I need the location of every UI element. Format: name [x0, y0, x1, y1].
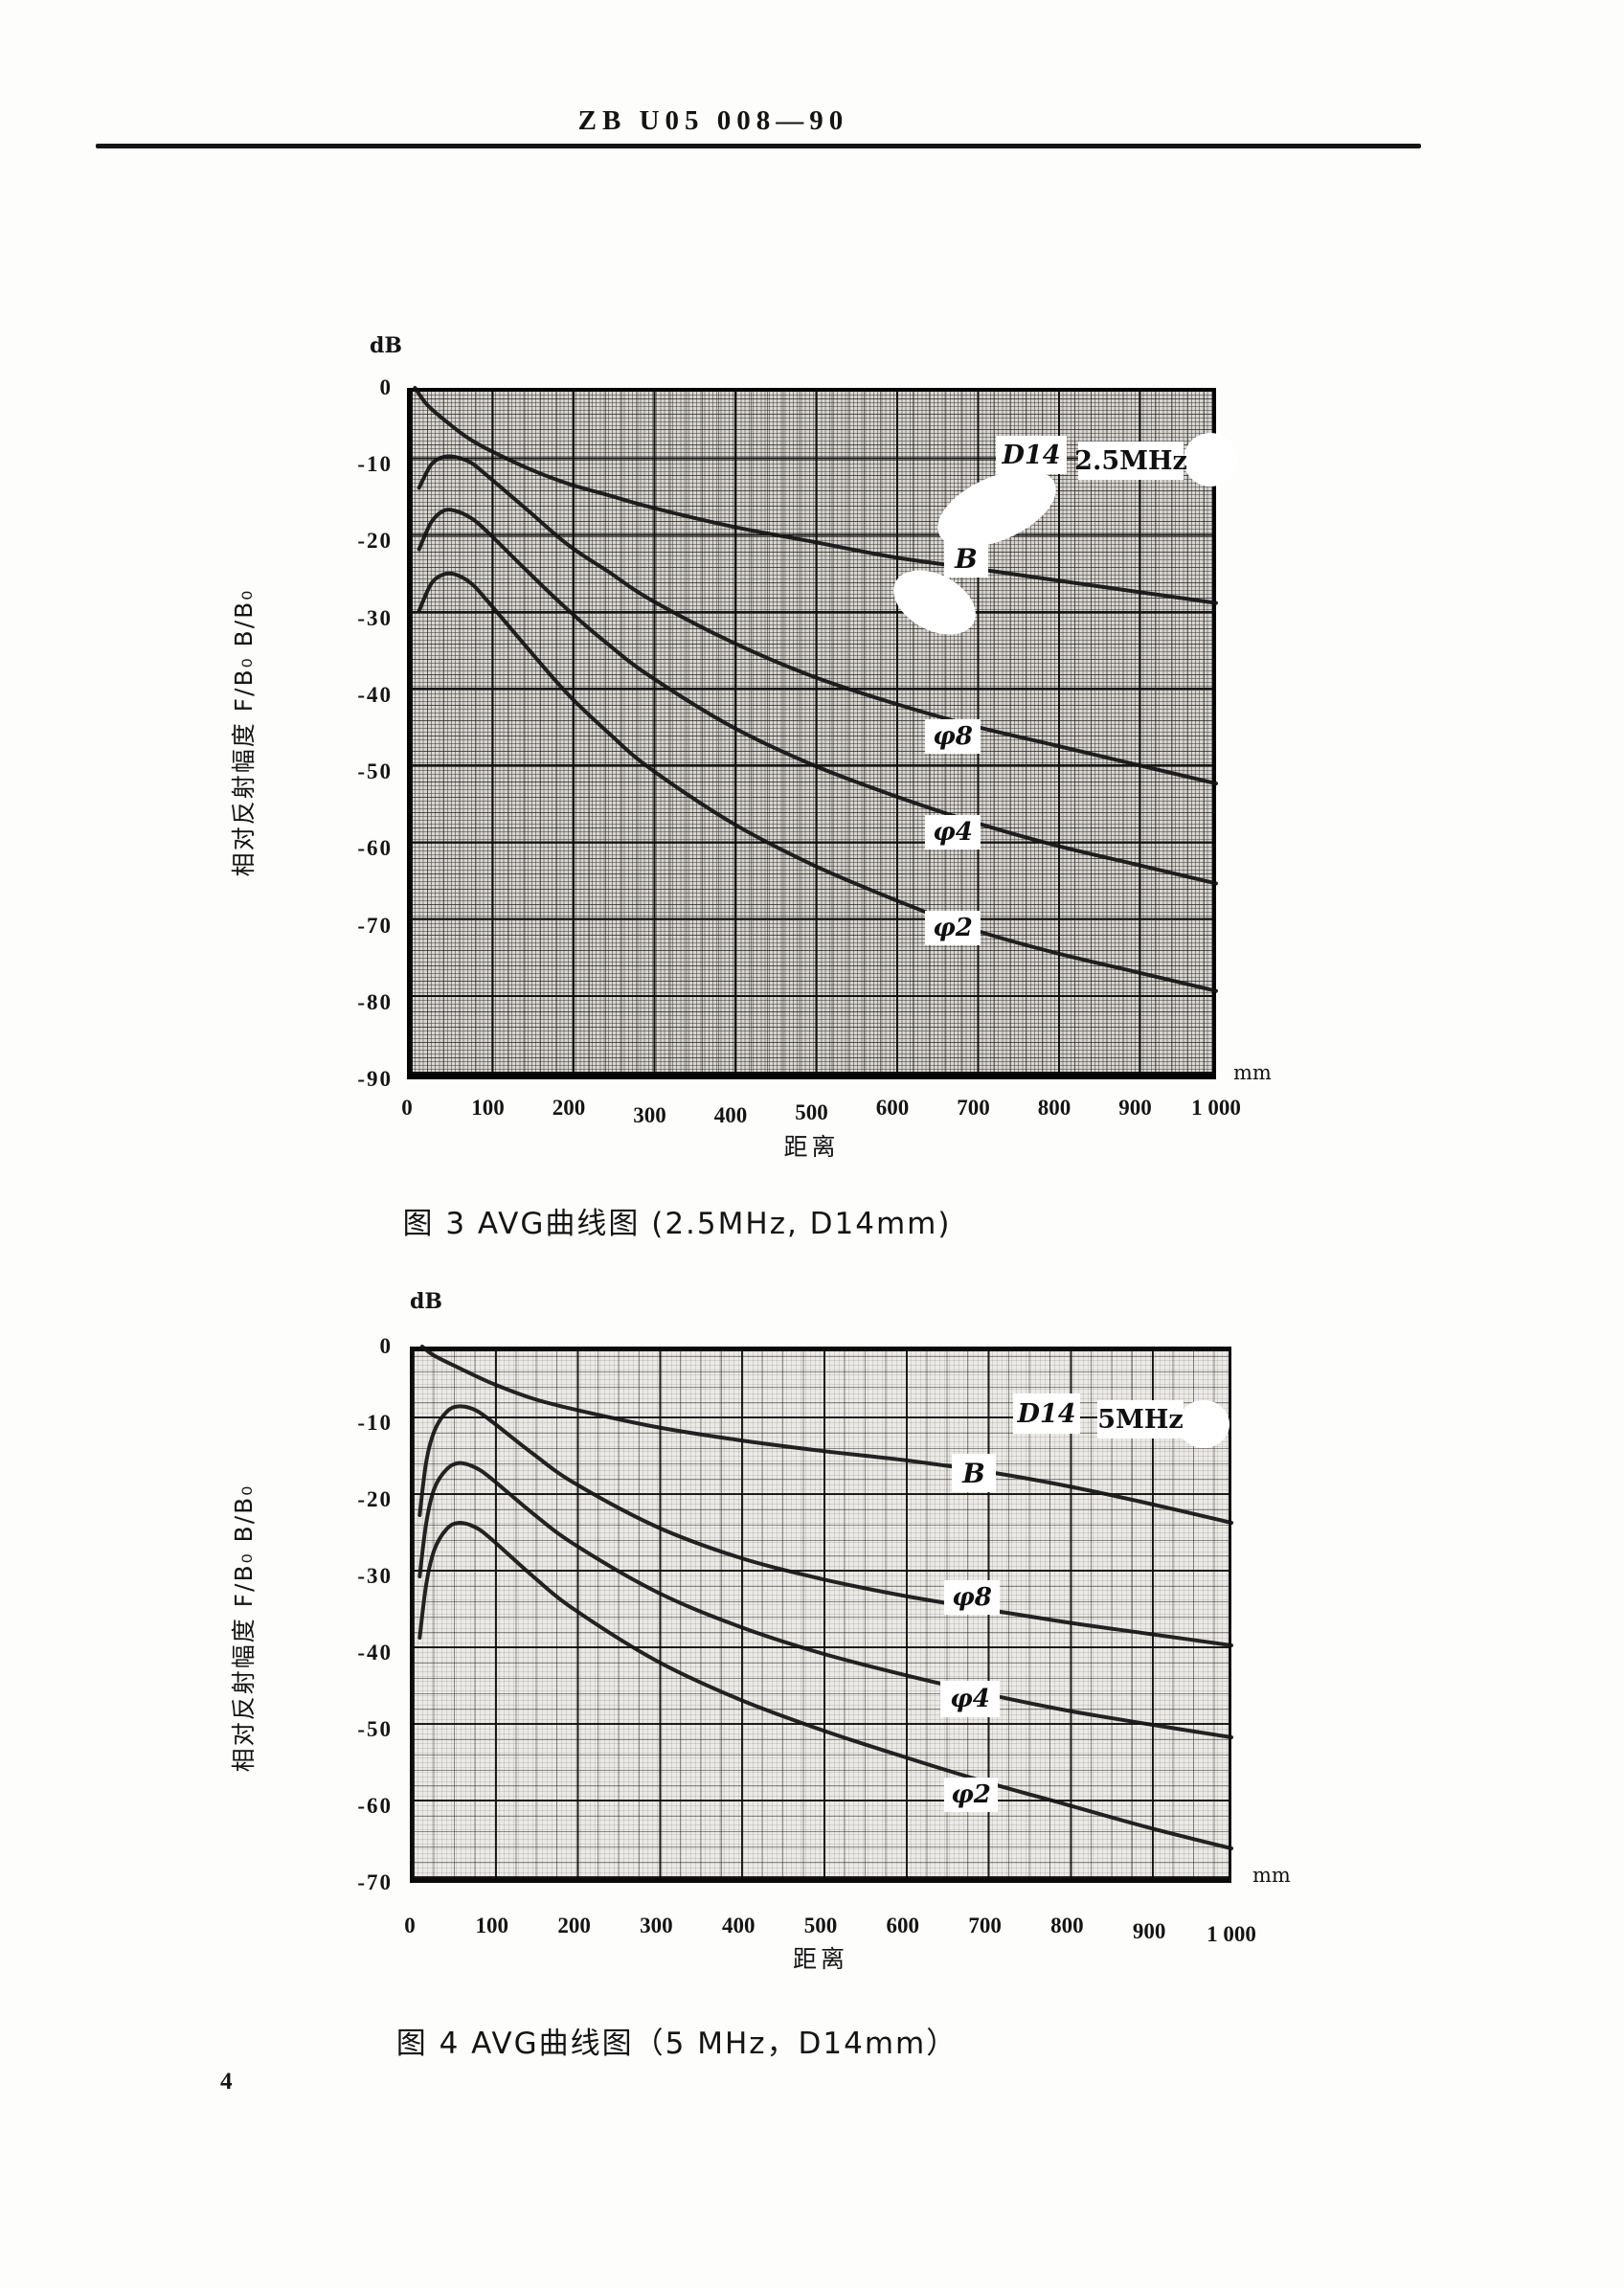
fig3-plot-area [407, 388, 1216, 1079]
fig3-x-axis-title: 距离 [783, 1133, 840, 1161]
tick-label: 800 [1050, 1914, 1084, 1937]
fig3-probe-diameter-label: D14 [996, 436, 1067, 474]
tick-label: 200 [552, 1096, 586, 1120]
tick-label: -10 [357, 1411, 393, 1435]
tick-label: -70 [357, 913, 393, 938]
tick-label: 900 [1118, 1096, 1152, 1120]
fig3-y-axis-title: 相对反射幅度 F/B₀ B/B₀ [230, 588, 258, 877]
curve-φ2 [417, 1520, 1233, 1850]
tick-label: 600 [886, 1914, 920, 1937]
tick-label: -50 [357, 759, 393, 784]
standard-number: ZB U05 008—90 [577, 105, 849, 136]
fig4-x-tick-labels: 0 100 200 300 400 500 600 700 800 900 1 000 [372, 1912, 1270, 1946]
fig4-curve-label-phi4: φ4 [940, 1681, 1000, 1717]
curve-B [419, 1345, 1233, 1525]
fig4-x-axis-title: 距离 [792, 1945, 848, 1973]
fig4-curve-label-phi2: φ2 [944, 1778, 998, 1812]
curve-φ8 [417, 1404, 1233, 1647]
fig3-y-unit-label: dB [370, 333, 402, 358]
fig4-x-unit-label: mm [1252, 1864, 1291, 1887]
tick-label: 900 [1132, 1919, 1166, 1943]
fig4-y-tick-labels: 0 -10 -20 -30 -40 -50 -60 -70 [287, 1331, 393, 1898]
tick-label: -20 [357, 529, 393, 554]
tick-label: 200 [557, 1914, 591, 1937]
fig3-x-tick-labels: 0 100 200 300 400 500 600 700 800 900 1 000 [369, 1094, 1254, 1127]
tick-label: 400 [721, 1914, 756, 1937]
tick-label: 700 [957, 1096, 990, 1120]
fig4-y-unit-label: dB [410, 1289, 442, 1314]
tick-label: -60 [357, 1794, 393, 1818]
tick-label: -70 [357, 1870, 393, 1894]
tick-label: 0 [404, 1914, 416, 1937]
tick-label: 800 [1037, 1096, 1071, 1120]
tick-label: -30 [357, 1564, 393, 1588]
tick-label: 100 [471, 1096, 505, 1120]
tick-label: 600 [875, 1096, 910, 1120]
fig4-y-axis-title: 相对反射幅度 F/B₀ B/B₀ [230, 1484, 258, 1773]
fig3-y-tick-labels: 0 -10 -20 -30 -40 -50 -60 -70 -80 -90 [287, 373, 393, 1095]
tick-label: -10 [357, 452, 393, 477]
tick-label: -50 [357, 1717, 393, 1741]
fig3-x-unit-label: mm [1233, 1061, 1272, 1084]
fig4-curve-label-phi8: φ8 [944, 1580, 1000, 1615]
curve-φ4 [417, 508, 1218, 886]
header-rule [96, 144, 1421, 148]
tick-label: 300 [640, 1914, 673, 1937]
fig4-probe-diameter-label: D14 [1013, 1393, 1080, 1434]
curve-φ2 [417, 571, 1218, 993]
tick-label: -40 [357, 1641, 393, 1665]
tick-label: 700 [968, 1914, 1002, 1937]
fig3-caption: 图 3 AVG曲线图 (2.5MHz, D14mm) [402, 1207, 952, 1241]
tick-label: -80 [357, 989, 393, 1014]
tick-label: 400 [713, 1103, 748, 1127]
tick-label: -40 [357, 682, 393, 707]
tick-label: -60 [357, 836, 393, 861]
fig3-curve-label-phi2: φ2 [925, 911, 981, 945]
scan-artifact-blob [1184, 433, 1237, 487]
tick-label: 0 [401, 1096, 413, 1120]
tick-label: -20 [357, 1487, 393, 1511]
fig3-curve-label-phi8: φ8 [925, 719, 981, 754]
tick-label: 1 000 [1207, 1922, 1256, 1946]
tick-label: 0 [379, 1334, 393, 1358]
fig4-curve-label-backwall: B [952, 1454, 996, 1492]
fig4-caption: 图 4 AVG曲线图（5 MHz，D14mm） [395, 2027, 959, 2061]
fig3-curve-label-phi4: φ4 [925, 815, 981, 850]
fig3-curve-label-backwall: B [944, 539, 988, 578]
curve-φ8 [417, 454, 1218, 786]
fig4-frequency-label: 5MHz [1097, 1400, 1184, 1438]
tick-label: -30 [357, 605, 393, 630]
tick-label: 1 000 [1191, 1096, 1241, 1120]
tick-label: 500 [795, 1100, 828, 1124]
curve-B [413, 386, 1218, 605]
tick-label: 0 [379, 375, 393, 399]
tick-label: 300 [633, 1103, 666, 1127]
scan-artifact-blob [1178, 1400, 1229, 1448]
tick-label: -90 [357, 1066, 393, 1091]
fig4-curves [417, 1345, 1233, 1850]
fig3-frequency-label: 2.5MHz [1074, 442, 1187, 480]
fig4-plot-area [410, 1347, 1231, 1883]
fig3-curves [413, 386, 1218, 993]
page-number: 4 [220, 2069, 233, 2095]
tick-label: 500 [803, 1914, 838, 1937]
tick-label: 100 [475, 1914, 509, 1937]
curve-φ4 [417, 1461, 1233, 1739]
